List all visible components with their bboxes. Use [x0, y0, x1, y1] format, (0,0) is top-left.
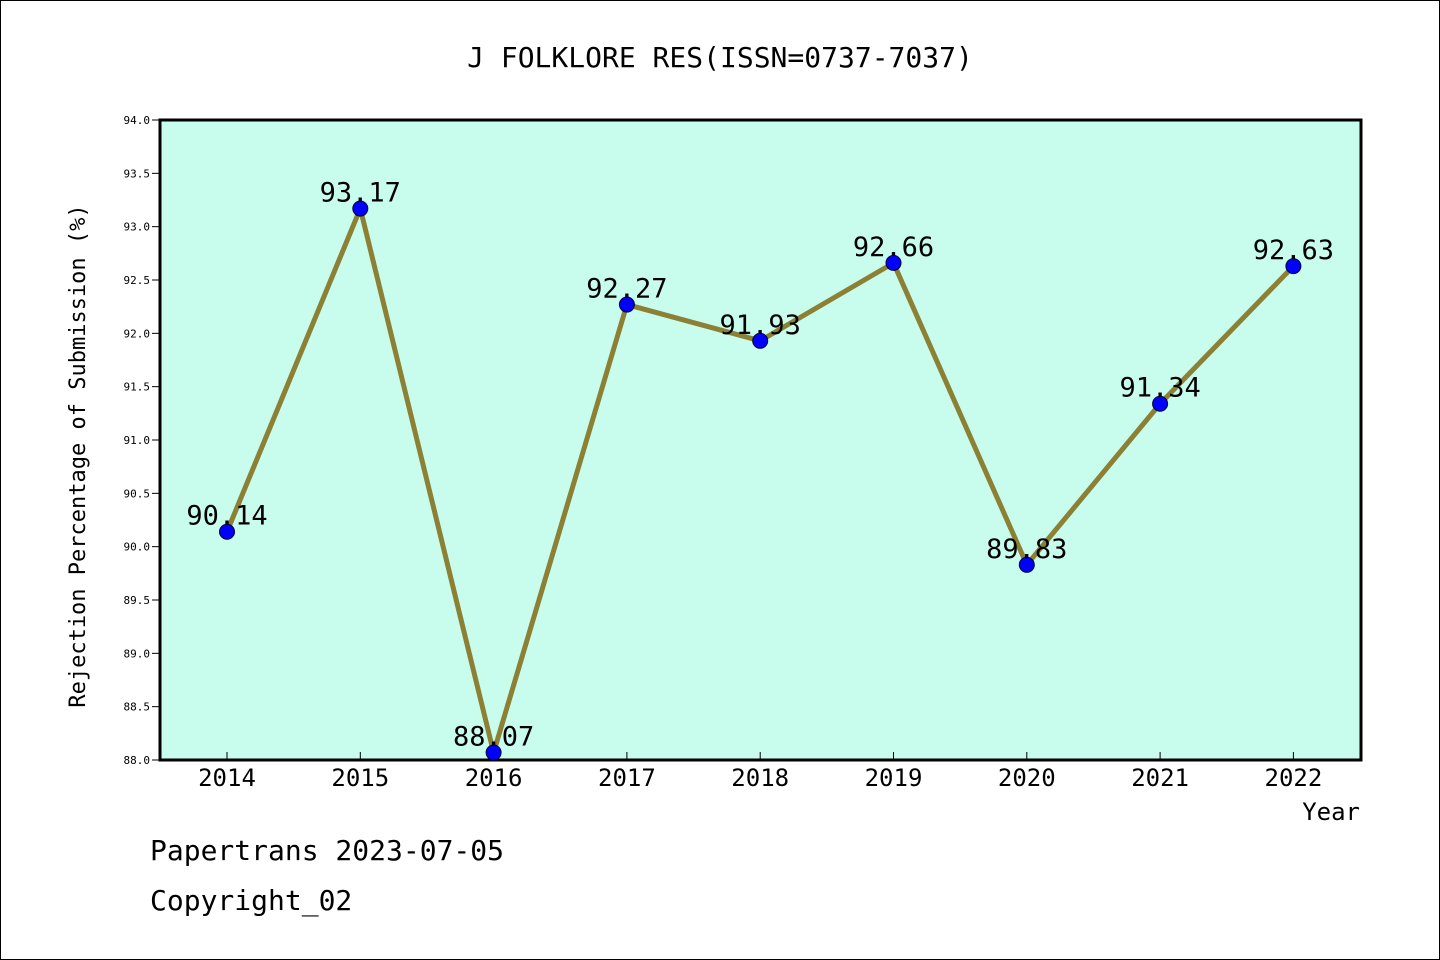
x-tick-label: 2017 — [598, 764, 656, 792]
x-tick-label: 2016 — [465, 764, 523, 792]
footer-date-text: Papertrans 2023-07-05 — [150, 834, 505, 867]
data-label: 88.07 — [453, 722, 534, 753]
y-tick-label: 94.0 — [124, 114, 151, 127]
data-point — [1285, 258, 1302, 275]
y-tick-label: 93.5 — [124, 167, 151, 180]
x-tick-label: 2014 — [198, 764, 256, 792]
x-tick-label: 2020 — [998, 764, 1056, 792]
y-axis: 88.0 88.5 89.0 89.5 90.0 90.5 91.0 91.5 92.0 92.5… — [124, 114, 160, 767]
data-point — [485, 744, 502, 761]
data-point — [885, 254, 902, 271]
y-tick-label: 90.5 — [124, 487, 151, 500]
y-tick-label: 90.0 — [124, 541, 151, 554]
y-tick-label: 92.5 — [124, 274, 151, 287]
x-axis-label: Year — [1302, 798, 1360, 826]
y-tick-label: 88.5 — [124, 701, 151, 714]
data-label: 92.63 — [1253, 235, 1334, 266]
x-tick-label: 2015 — [331, 764, 389, 792]
data-point — [752, 332, 769, 349]
data-point — [352, 200, 369, 217]
y-tick-label: 92.0 — [124, 327, 151, 340]
data-point — [618, 296, 635, 313]
data-label: 90.14 — [186, 501, 267, 532]
plot-area — [158, 118, 1363, 762]
data-point — [1018, 556, 1035, 573]
footer-copyright-text: Copyright_02 — [150, 884, 353, 917]
y-tick-label: 88.0 — [124, 754, 151, 767]
y-axis-label: Rejection Percentage of Submission (%) — [66, 204, 91, 707]
data-point — [219, 523, 235, 540]
y-tick-label: 89.0 — [124, 647, 151, 660]
data-label: 89.83 — [986, 534, 1067, 565]
chart-title: J FOLKLORE RES(ISSN=0737-7037) — [467, 41, 973, 74]
data-label: 92.27 — [586, 274, 667, 305]
data-label: 93.17 — [320, 178, 401, 209]
data-label: 91.93 — [720, 310, 801, 341]
x-tick-label: 2022 — [1265, 764, 1323, 792]
data-point — [1152, 395, 1169, 412]
x-axis: 2014 2015 2016 2017 2018 2019 2020 2021 2022 — [198, 752, 1322, 792]
data-label: 91.34 — [1119, 373, 1200, 404]
x-tick-label: 2021 — [1131, 764, 1189, 792]
data-labels: 90.14 93.17 88.07 92.27 91.93 92.66 89.83 91.34… — [186, 178, 1334, 753]
y-tick-label: 91.5 — [124, 381, 151, 394]
x-tick-label: 2019 — [865, 764, 923, 792]
x-tick-label: 2018 — [731, 764, 789, 792]
series-group — [219, 200, 1302, 761]
data-label: 92.66 — [853, 232, 934, 263]
y-tick-label: 89.5 — [124, 594, 151, 607]
y-tick-label: 91.0 — [124, 434, 151, 447]
y-tick-label: 93.0 — [124, 221, 151, 234]
